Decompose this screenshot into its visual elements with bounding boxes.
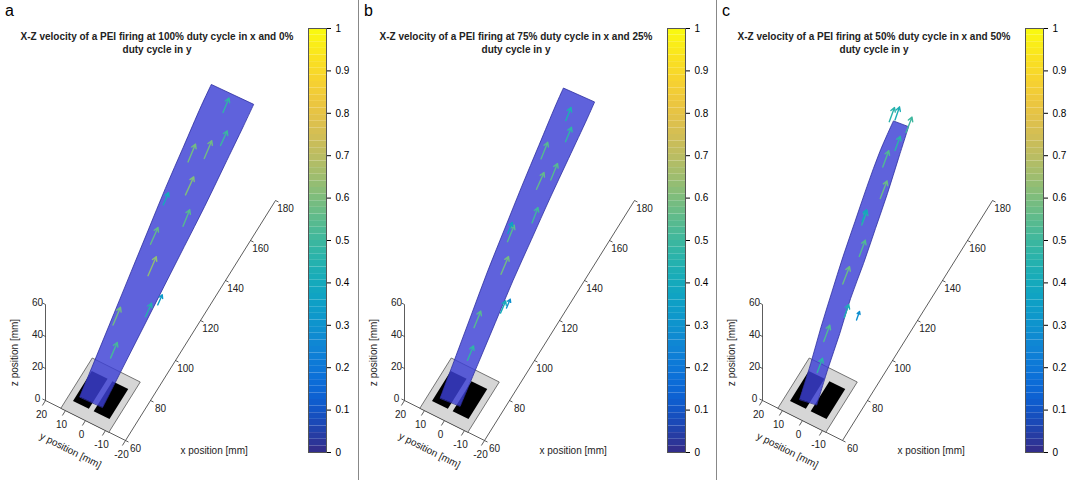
- svg-text:0: 0: [336, 447, 342, 458]
- svg-text:0.7: 0.7: [1053, 150, 1067, 161]
- svg-text:-20: -20: [114, 449, 129, 460]
- svg-text:1: 1: [336, 23, 342, 34]
- svg-text:80: 80: [514, 403, 526, 414]
- svg-text:z position [mm]: z position [mm]: [368, 319, 379, 386]
- svg-text:60: 60: [32, 297, 44, 308]
- svg-text:0.4: 0.4: [1053, 277, 1067, 288]
- svg-text:x position [mm]: x position [mm]: [898, 445, 965, 456]
- svg-text:y position [mm]: y position [mm]: [755, 430, 820, 470]
- svg-text:x position [mm]: x position [mm]: [540, 445, 607, 456]
- svg-text:20: 20: [36, 409, 48, 420]
- svg-text:0.8: 0.8: [336, 108, 350, 119]
- svg-text:60: 60: [489, 443, 501, 454]
- svg-text:0.6: 0.6: [695, 192, 709, 203]
- svg-text:0.2: 0.2: [1053, 362, 1067, 373]
- svg-text:0.7: 0.7: [695, 150, 709, 161]
- svg-text:0.3: 0.3: [1053, 320, 1067, 331]
- svg-text:1: 1: [1053, 23, 1059, 34]
- svg-text:0.2: 0.2: [695, 362, 709, 373]
- html-text:a: a: [5, 2, 14, 19]
- svg-text:20: 20: [32, 361, 44, 372]
- svg-text:0.5: 0.5: [1053, 235, 1067, 246]
- svg-text:y position [mm]: y position [mm]: [38, 430, 103, 470]
- svg-text:0.5: 0.5: [336, 235, 350, 246]
- svg-text:10: 10: [56, 419, 68, 430]
- svg-text:180: 180: [277, 203, 294, 214]
- svg-text:40: 40: [32, 329, 44, 340]
- svg-text:0.3: 0.3: [336, 320, 350, 331]
- svg-text:-10: -10: [94, 439, 109, 450]
- svg-text:140: 140: [227, 283, 244, 294]
- svg-text:0: 0: [394, 393, 400, 404]
- svg-text:40: 40: [749, 329, 761, 340]
- svg-text:0: 0: [796, 429, 802, 440]
- svg-text:20: 20: [749, 361, 761, 372]
- svg-text:60: 60: [847, 443, 859, 454]
- svg-text:100: 100: [536, 363, 553, 374]
- svg-text:0.2: 0.2: [336, 362, 350, 373]
- html-text:X-Z velocity of a PEI firing a: X-Z velocity of a PEI firing at 50% duty…: [737, 31, 1011, 55]
- svg-text:0.6: 0.6: [1053, 192, 1067, 203]
- svg-text:0: 0: [79, 429, 85, 440]
- svg-text:20: 20: [391, 361, 403, 372]
- html-text:X-Z velocity of a PEI firing a: X-Z velocity of a PEI firing at 100% dut…: [20, 31, 294, 55]
- svg-text:-10: -10: [811, 439, 826, 450]
- svg-text:0.5: 0.5: [695, 235, 709, 246]
- html-text:b: b: [364, 2, 373, 19]
- html-text:X-Z velocity of a PEI firing a: X-Z velocity of a PEI firing at 75% duty…: [379, 31, 653, 55]
- svg-text:0.9: 0.9: [695, 65, 709, 76]
- svg-text:0.1: 0.1: [336, 404, 350, 415]
- svg-text:60: 60: [391, 297, 403, 308]
- svg-text:180: 180: [994, 203, 1011, 214]
- svg-text:x position [mm]: x position [mm]: [181, 445, 248, 456]
- svg-text:0.1: 0.1: [695, 404, 709, 415]
- svg-text:60: 60: [130, 443, 142, 454]
- svg-text:0.6: 0.6: [336, 192, 350, 203]
- svg-text:120: 120: [561, 323, 578, 334]
- svg-text:0.9: 0.9: [336, 65, 350, 76]
- svg-text:20: 20: [753, 409, 765, 420]
- svg-text:120: 120: [919, 323, 936, 334]
- svg-text:140: 140: [944, 283, 961, 294]
- svg-text:0.4: 0.4: [695, 277, 709, 288]
- svg-text:20: 20: [395, 409, 407, 420]
- svg-text:0: 0: [695, 447, 701, 458]
- svg-text:160: 160: [969, 243, 986, 254]
- svg-text:0.4: 0.4: [336, 277, 350, 288]
- svg-text:0: 0: [1053, 447, 1059, 458]
- svg-text:40: 40: [391, 329, 403, 340]
- svg-text:1: 1: [695, 23, 701, 34]
- svg-text:140: 140: [586, 283, 603, 294]
- svg-text:0.3: 0.3: [695, 320, 709, 331]
- svg-text:y position [mm]: y position [mm]: [397, 430, 462, 470]
- svg-text:0.7: 0.7: [336, 150, 350, 161]
- svg-text:0: 0: [35, 393, 41, 404]
- svg-text:0: 0: [438, 429, 444, 440]
- svg-text:10: 10: [773, 419, 785, 430]
- svg-text:-20: -20: [473, 449, 488, 460]
- svg-text:120: 120: [202, 323, 219, 334]
- svg-text:0.1: 0.1: [1053, 404, 1067, 415]
- svg-text:80: 80: [872, 403, 884, 414]
- svg-text:-10: -10: [453, 439, 468, 450]
- svg-text:180: 180: [636, 203, 653, 214]
- svg-text:0.8: 0.8: [1053, 108, 1067, 119]
- svg-text:0.8: 0.8: [695, 108, 709, 119]
- html-text:c: c: [722, 2, 730, 19]
- svg-text:80: 80: [155, 403, 167, 414]
- svg-text:160: 160: [611, 243, 628, 254]
- svg-text:60: 60: [749, 297, 761, 308]
- svg-text:z position [mm]: z position [mm]: [726, 319, 737, 386]
- svg-text:160: 160: [252, 243, 269, 254]
- svg-text:100: 100: [177, 363, 194, 374]
- svg-text:z position [mm]: z position [mm]: [9, 319, 20, 386]
- svg-text:0: 0: [752, 393, 758, 404]
- svg-text:10: 10: [415, 419, 427, 430]
- svg-text:0.9: 0.9: [1053, 65, 1067, 76]
- svg-text:100: 100: [894, 363, 911, 374]
